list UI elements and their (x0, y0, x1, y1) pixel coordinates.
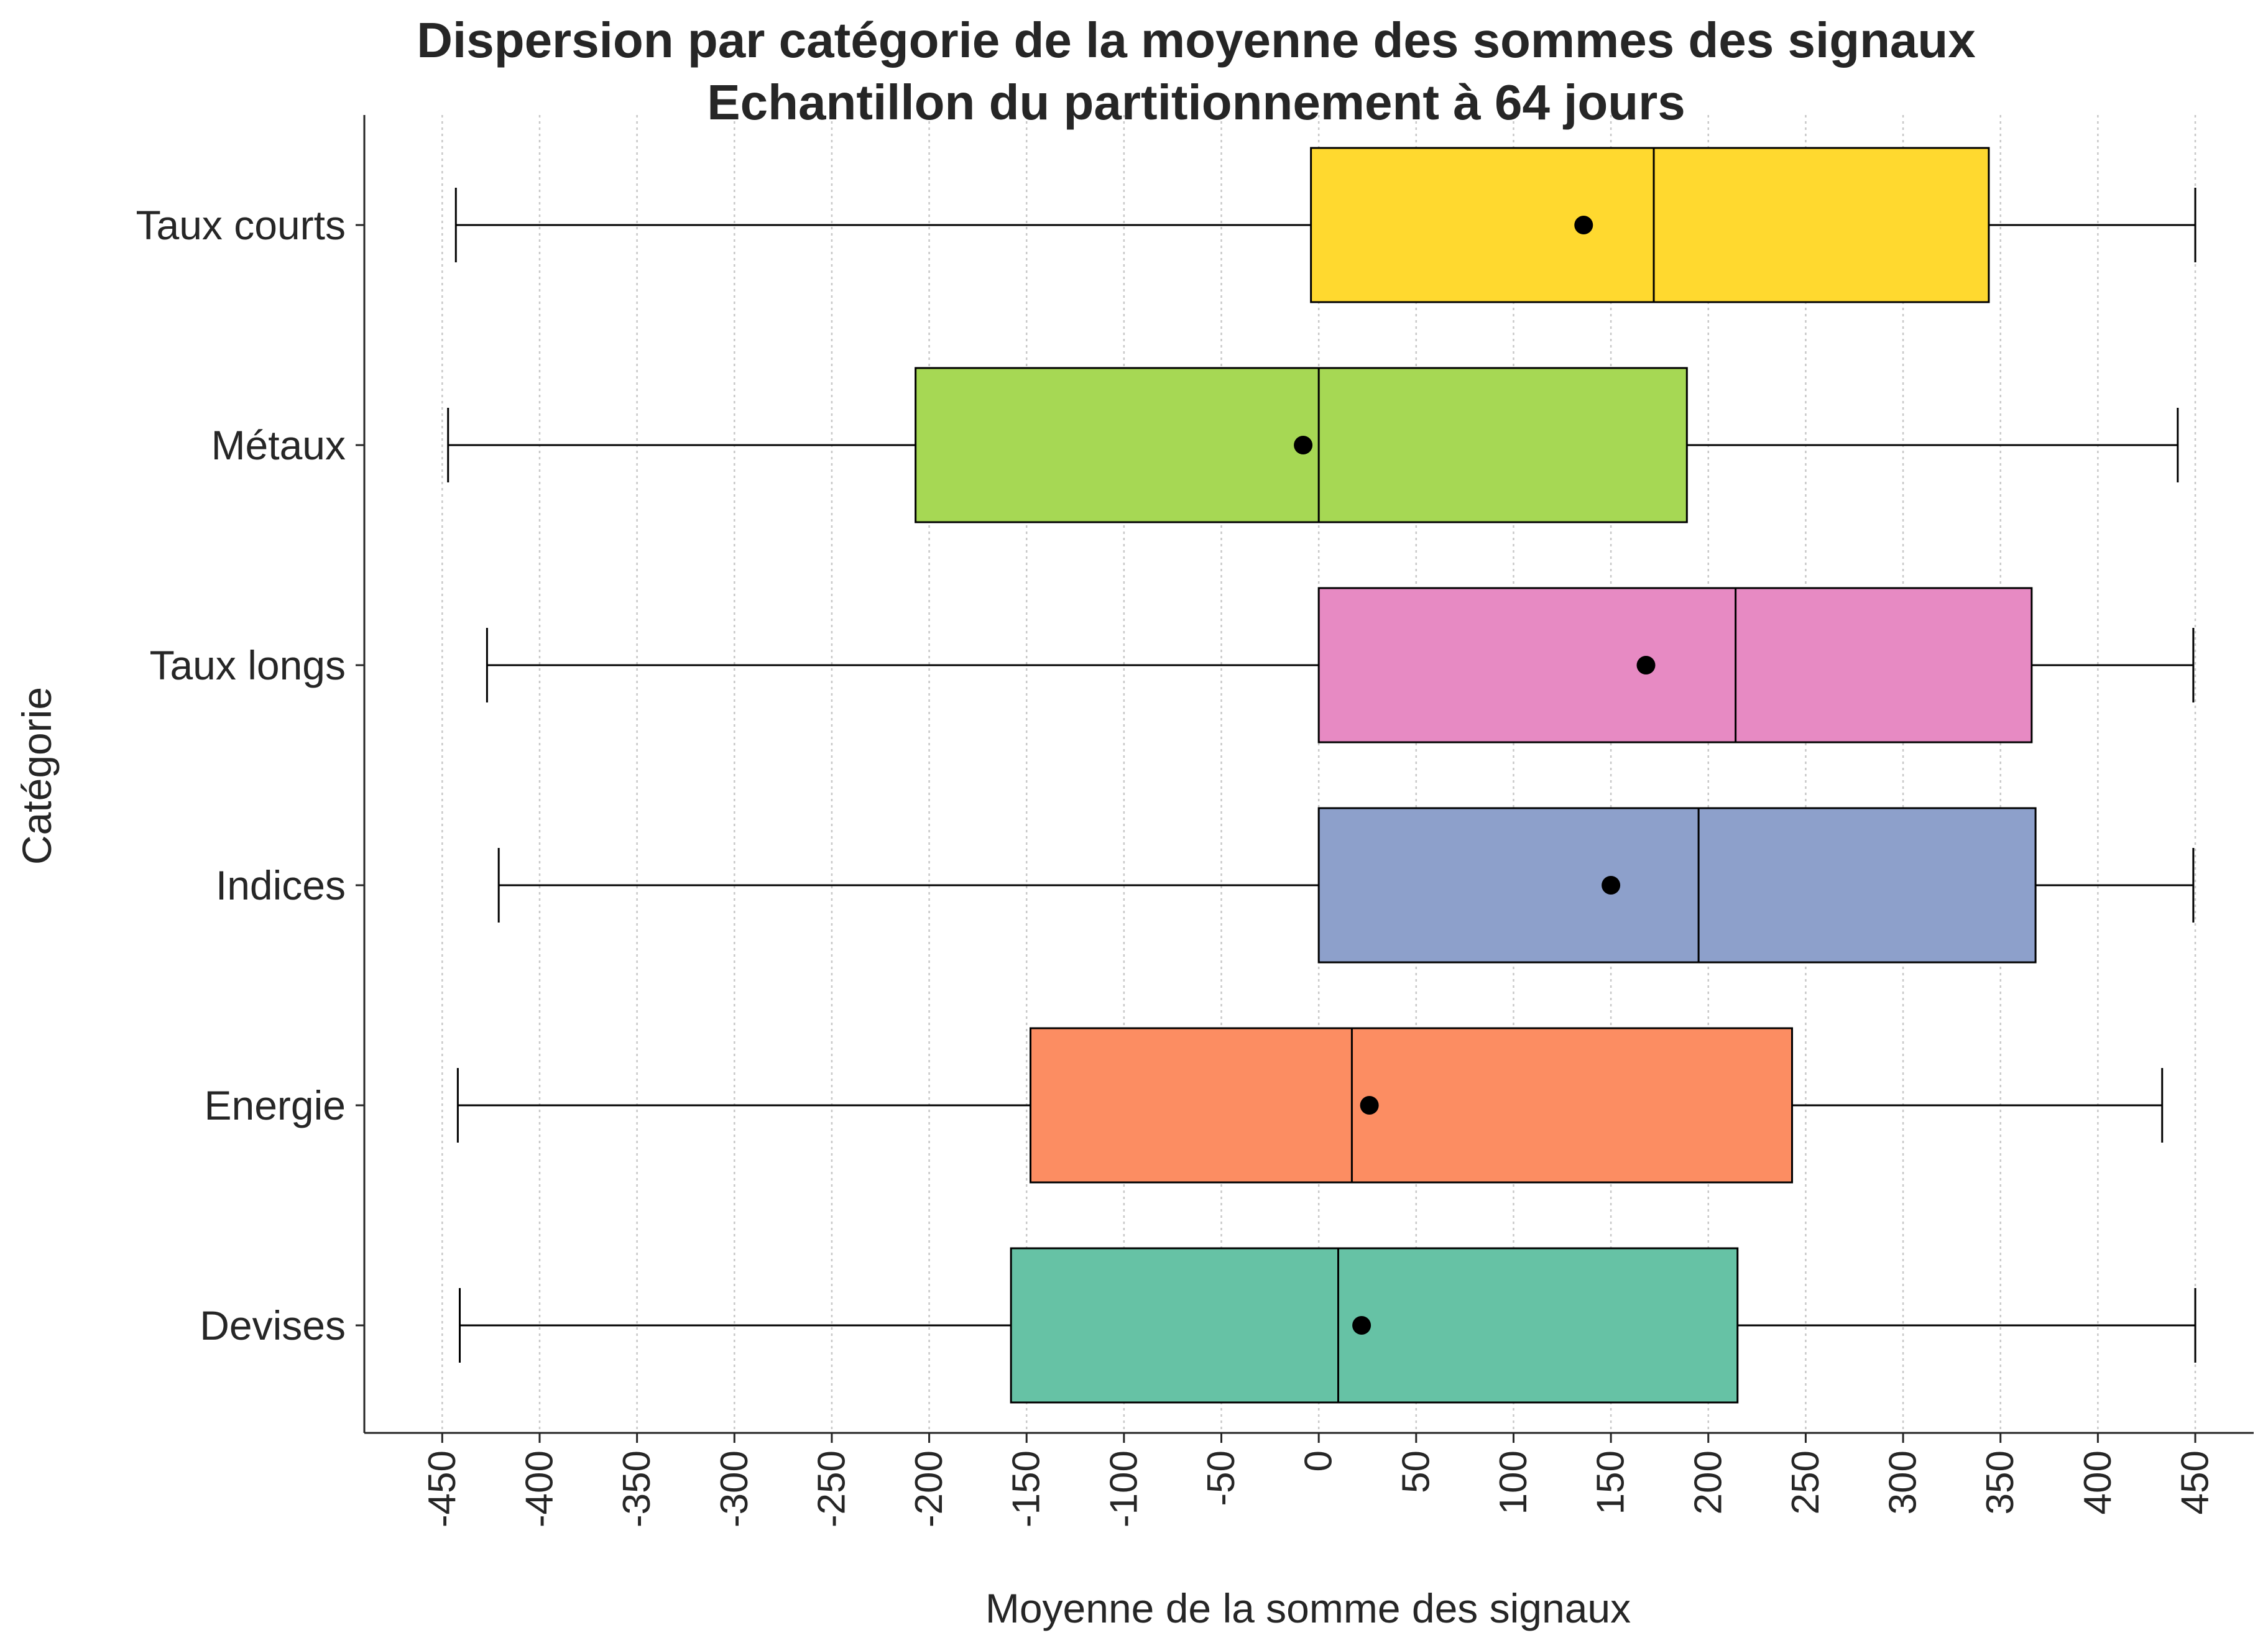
iqr-box (1317, 807, 2037, 964)
x-tick-label: -400 (518, 1450, 561, 1527)
box-group-5 (456, 1027, 2164, 1184)
box-group-1 (454, 147, 2197, 303)
iqr-box (1317, 587, 2033, 743)
chart-title: Dispersion par catégorie de la moyenne d… (417, 12, 1976, 68)
x-tick-label: 300 (1882, 1450, 1925, 1514)
x-tick-label: 100 (1492, 1450, 1535, 1514)
chart-subtitle: Echantillon du partitionnement à 64 jour… (707, 75, 1685, 130)
x-tick-label: -250 (810, 1450, 853, 1527)
x-tick-label: 200 (1687, 1450, 1730, 1514)
box-group-3 (486, 587, 2195, 743)
y-ticks: Taux courts Métaux Taux longs Indices Energi… (136, 202, 364, 1348)
mean-marker (1574, 216, 1593, 234)
y-tick-label: Taux longs (149, 642, 346, 688)
x-ticks: -450 -400 -350 -300 -250 -200 -150 -100 -50 0 50 10… (421, 1433, 2217, 1527)
mean-marker (1602, 876, 1621, 895)
box-group-4 (497, 807, 2195, 964)
box-group-2 (447, 367, 2179, 523)
y-axis-label: Catégorie (14, 687, 60, 865)
grid-lines (441, 115, 2197, 1433)
x-tick-label: -100 (1102, 1450, 1145, 1527)
x-tick-label: -150 (1005, 1450, 1048, 1527)
mean-marker (1352, 1316, 1371, 1335)
y-tick-label: Métaux (211, 422, 346, 468)
x-tick-label: -450 (421, 1450, 464, 1527)
x-tick-label: 400 (2077, 1450, 2119, 1514)
x-axis-label: Moyenne de la somme des signaux (985, 1585, 1631, 1631)
x-tick-label: -50 (1200, 1450, 1243, 1506)
mean-marker (1360, 1096, 1379, 1115)
x-tick-label: 450 (2174, 1450, 2217, 1514)
box-plots (447, 147, 2197, 1404)
x-tick-label: 50 (1394, 1450, 1437, 1493)
iqr-box (1029, 1027, 1793, 1184)
iqr-box (1310, 147, 1990, 303)
y-tick-label: Energie (205, 1082, 346, 1128)
iqr-box (1010, 1247, 1739, 1404)
x-tick-label: 250 (1784, 1450, 1827, 1514)
y-tick-label: Taux courts (136, 202, 346, 248)
mean-marker (1294, 436, 1313, 454)
box-group-6 (459, 1247, 2197, 1404)
x-tick-label: -300 (713, 1450, 756, 1527)
x-tick-label: 0 (1298, 1450, 1340, 1471)
y-tick-label: Indices (216, 862, 346, 908)
x-tick-label: -200 (908, 1450, 951, 1527)
axes (363, 115, 2254, 1434)
y-tick-label: Devises (200, 1302, 346, 1348)
x-tick-label: 150 (1590, 1450, 1633, 1514)
x-tick-label: 350 (1979, 1450, 2022, 1514)
x-tick-label: -350 (615, 1450, 658, 1527)
mean-marker (1636, 656, 1656, 674)
